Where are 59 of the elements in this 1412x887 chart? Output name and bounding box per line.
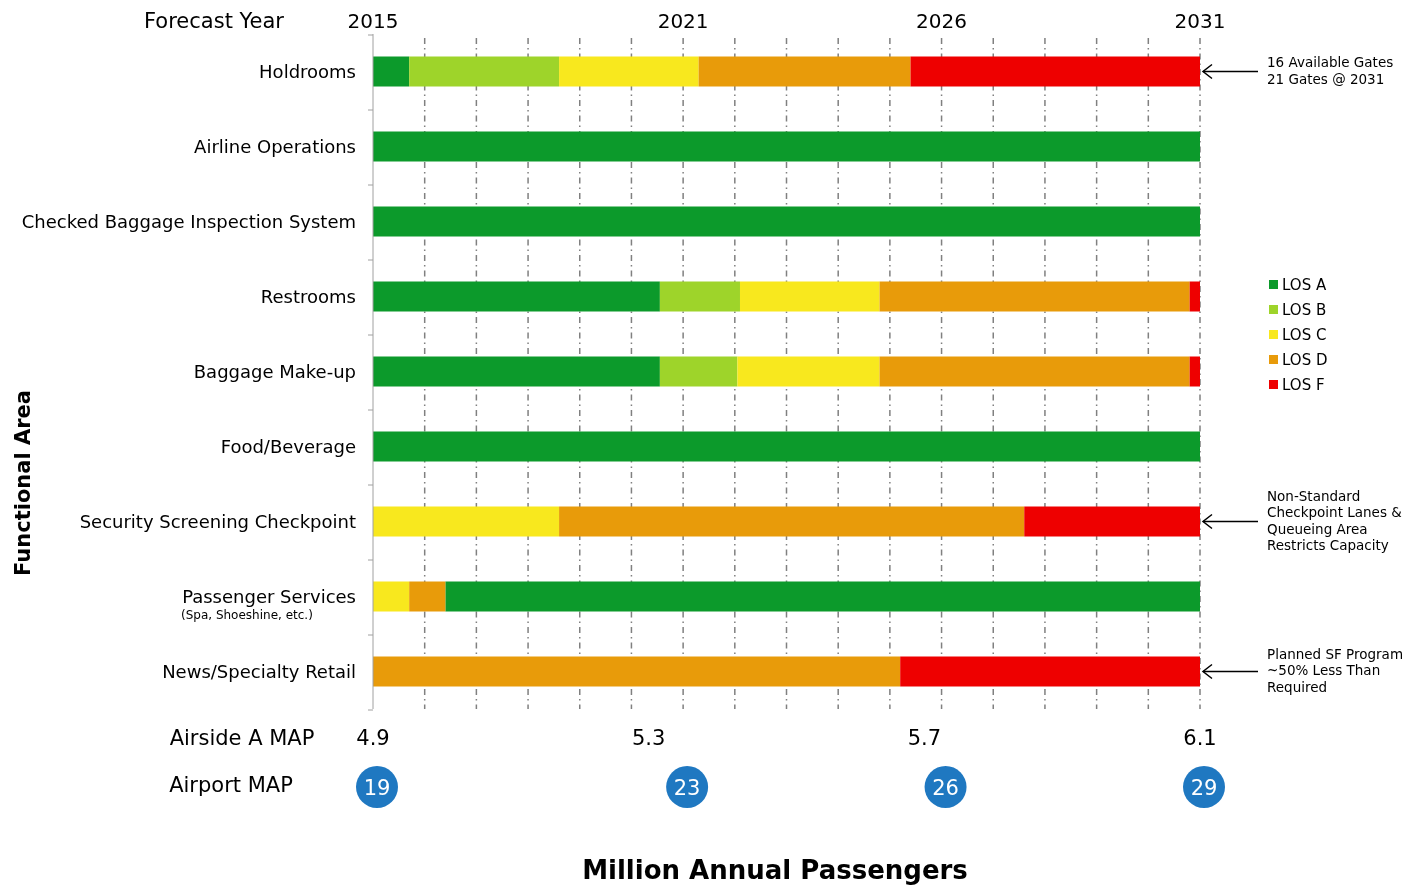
y-tick-label: Food/Beverage: [220, 435, 356, 457]
bar: [879, 356, 1190, 387]
bar: [373, 56, 410, 87]
y-tick-label: Baggage Make-up: [193, 360, 356, 382]
y-tick-label: Security Screening Checkpoint: [79, 510, 356, 532]
bar: [445, 581, 1200, 612]
bar: [910, 56, 1200, 87]
text: 16 Available Gates 21 Gates @ 2031: [1267, 54, 1394, 87]
bar: [1189, 281, 1200, 312]
bar: [373, 131, 1200, 162]
bar: [373, 506, 560, 537]
y-tick-label: Checked Baggage Inspection System: [21, 210, 356, 232]
x-tick-label: 2031: [1174, 9, 1226, 33]
bar: [900, 656, 1200, 687]
x-tick-label: 2021: [657, 9, 709, 33]
bar: [373, 581, 410, 612]
text: 29: [1190, 776, 1218, 800]
bar: [1024, 506, 1200, 537]
bar: [373, 206, 1200, 237]
bar: [559, 506, 1025, 537]
legend-label: LOS A: [1282, 276, 1327, 294]
bar: [1189, 356, 1200, 387]
bar: [373, 656, 901, 687]
text: Million Annual Passengers: [582, 855, 968, 885]
bar: [409, 581, 446, 612]
legend-label: LOS D: [1282, 351, 1328, 369]
bar: [409, 56, 560, 87]
x2-tick-label: 5.7: [907, 726, 942, 750]
x2-tick-label: 6.1: [1183, 726, 1217, 750]
y-tick-label: Restrooms: [260, 285, 356, 307]
bar: [559, 56, 699, 87]
bar: [659, 356, 738, 387]
y-tick-label: Airline Operations: [194, 135, 356, 157]
bar: [373, 356, 660, 387]
legend-label: LOS C: [1282, 326, 1327, 344]
x-tick-label: 2026: [916, 9, 968, 33]
bar: [737, 356, 880, 387]
text: Airport MAP: [169, 773, 293, 797]
text: Planned SF Program ~50% Less Than Required: [1267, 645, 1404, 695]
text: 26: [932, 776, 959, 800]
text: 23: [673, 776, 701, 800]
x-axis-title: Forecast Year: [144, 9, 285, 33]
y-axis-title: Functional Area: [11, 390, 35, 576]
x2-tick-label: 5.3: [631, 726, 666, 750]
y-tick-label: Holdrooms: [259, 60, 356, 82]
y-tick-label: News/Specialty Retail: [162, 660, 356, 682]
bar: [659, 281, 740, 312]
x2-axis-title: Airside A MAP: [169, 726, 315, 750]
text: 19: [363, 776, 391, 800]
bar: [373, 281, 660, 312]
x-tick-label: 2015: [347, 9, 399, 33]
bar: [739, 281, 880, 312]
x2-tick-label: 4.9: [356, 726, 390, 750]
bar: [698, 56, 911, 87]
bar: [373, 431, 1200, 462]
bar: [879, 281, 1190, 312]
text: Non-Standard Checkpoint Lanes & Queueing Area Restricts Capacity: [1267, 487, 1403, 554]
legend-label: LOS F: [1282, 376, 1325, 394]
legend-label: LOS B: [1282, 301, 1327, 319]
